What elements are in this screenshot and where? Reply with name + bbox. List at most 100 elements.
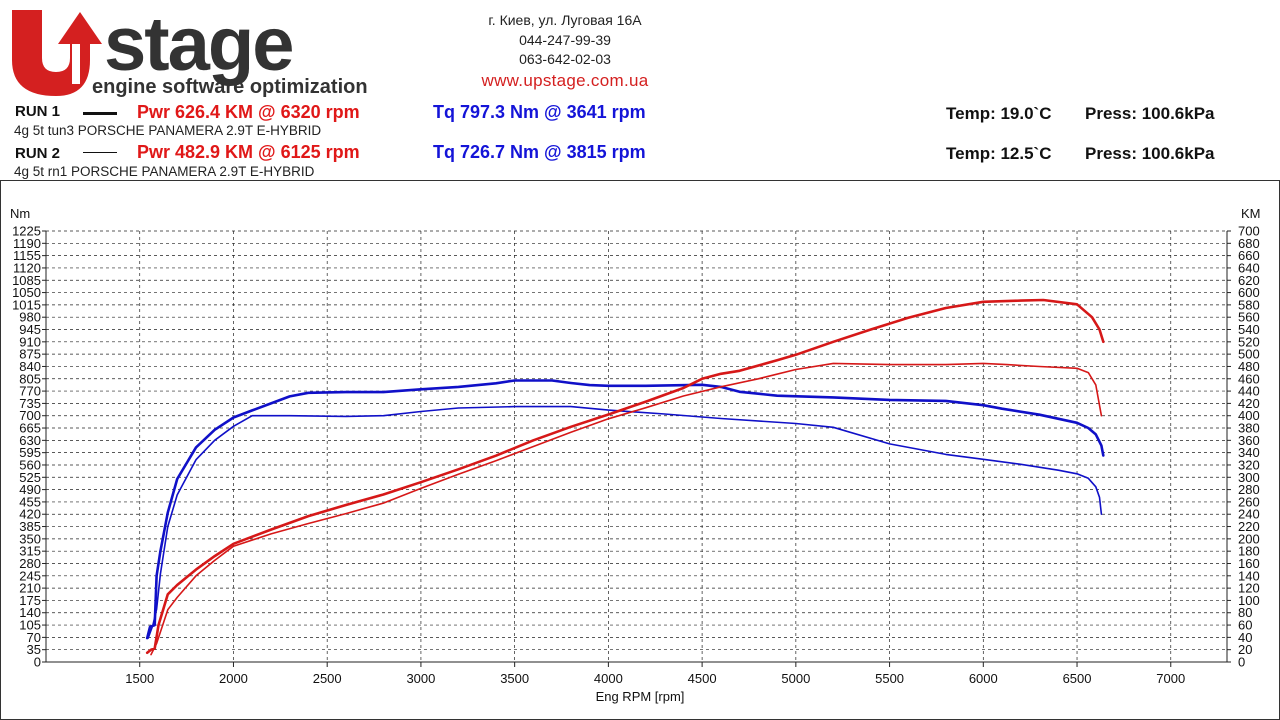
y-left-tick-label: 735 [19, 396, 41, 411]
y-right-tick-label: 580 [1238, 297, 1260, 312]
y-left-tick-label: 35 [27, 642, 41, 657]
run1-line-key [83, 112, 117, 115]
y-left-tick-label: 350 [19, 531, 41, 546]
y-left-tick-label: 490 [19, 482, 41, 497]
logo-wordmark: stage [104, 4, 293, 87]
chart-grid [46, 230, 1227, 662]
y-left-tick-label: 1155 [13, 248, 41, 263]
y-left-tick-label: 1050 [12, 285, 41, 300]
y-right-tick-label: 700 [1238, 224, 1260, 239]
y-left-tick-label: 525 [19, 470, 41, 485]
run2-description: 4g 5t rn1 PORSCHE PANAMERA 2.9T E-HYBRID [14, 164, 315, 179]
y-right-tick-label: 520 [1238, 334, 1260, 349]
y-right-tick-label: 400 [1238, 408, 1260, 423]
website-link[interactable]: www.upstage.com.ua [481, 71, 649, 90]
run1-torque: Tq 797.3 Nm @ 3641 rpm [433, 102, 646, 122]
y-right-tick-label: 320 [1238, 457, 1260, 472]
dyno-chart: 0357010514017521024528031535038542045549… [0, 180, 1280, 720]
run1-label: RUN 1 [15, 103, 61, 120]
run1-temp: Temp: 19.0`C [946, 104, 1052, 123]
y-left-tick-label: 175 [19, 593, 41, 608]
upstage-logo: stage engine software optimization [12, 4, 368, 98]
y-right-tick-label: 100 [1238, 593, 1260, 608]
y-left-tick-label: 245 [19, 568, 41, 583]
y-left-tick-label: 1120 [13, 260, 41, 275]
run-1-power-line [145, 298, 1105, 655]
run2-press: Press: 100.6kPa [1085, 144, 1215, 163]
y-left-tick-label: 210 [19, 581, 41, 596]
y-left-tick-label: 140 [19, 605, 41, 620]
y-right-tick-label: 440 [1238, 384, 1260, 399]
x-tick-label: 2500 [313, 671, 342, 686]
y-right-tick-label: 480 [1238, 359, 1260, 374]
y-left-tick-label: 945 [19, 322, 41, 337]
run2-temp: Temp: 12.5`C [946, 144, 1052, 163]
y-right-tick-label: 0 [1238, 655, 1245, 670]
y-right-tick-label: 380 [1238, 421, 1260, 436]
y-left-tick-label: 770 [19, 384, 41, 399]
y-right-tick-label: 300 [1238, 470, 1260, 485]
y-left-tick-label: 980 [19, 310, 41, 325]
run-1-torque-line [145, 379, 1105, 640]
y-left-tick-label: 630 [19, 433, 41, 448]
y-left-tick-label: 805 [19, 371, 41, 386]
y-right-tick-label: 200 [1238, 531, 1260, 546]
y-left-tick-label: 910 [19, 334, 41, 349]
x-tick-label: 2000 [219, 671, 248, 686]
y-right-tick-label: 340 [1238, 445, 1260, 460]
phone-2: 063-642-02-03 [519, 51, 611, 67]
y-right-tick-label: 60 [1238, 618, 1252, 633]
y-right-tick-label: 120 [1238, 581, 1260, 596]
y-right-tick-label: 20 [1238, 642, 1252, 657]
y-left-tick-label: 1085 [12, 273, 41, 288]
phone-1: 044-247-99-39 [519, 32, 611, 48]
x-tick-label: 5000 [781, 671, 810, 686]
y-left-tick-label: 70 [27, 630, 41, 645]
x-tick-label: 3000 [406, 671, 435, 686]
y-right-tick-label: 220 [1238, 519, 1260, 534]
y-right-tick-label: 640 [1238, 260, 1260, 275]
run2-label: RUN 2 [15, 145, 61, 162]
logo-tagline: engine software optimization [92, 76, 368, 98]
y-left-tick-label: 315 [19, 544, 41, 559]
y-left-tick-label: 0 [34, 655, 41, 670]
chart-axes [45, 231, 1228, 663]
x-tick-label: 4000 [594, 671, 623, 686]
y-right-tick-label: 40 [1238, 630, 1252, 645]
run-2-torque-line [147, 405, 1103, 639]
run2-power: Pwr 482.9 KM @ 6125 rpm [137, 142, 360, 162]
y-right-tick-label: 160 [1238, 556, 1260, 571]
y-right-tick-label: 560 [1238, 310, 1260, 325]
y-right-tick-label: 680 [1238, 236, 1260, 251]
y-left-tick-label: 280 [19, 556, 41, 571]
x-tick-label: 5500 [875, 671, 904, 686]
run2-line-key [83, 152, 117, 153]
y-axis-right-label: KM [1241, 206, 1261, 221]
y-left-tick-label: 105 [19, 618, 41, 633]
y-left-tick-label: 700 [19, 408, 41, 423]
y-right-tick-label: 360 [1238, 433, 1260, 448]
x-axis-label: Eng RPM [rpm] [596, 689, 685, 704]
y-right-tick-label: 660 [1238, 248, 1260, 263]
y-left-tick-label: 385 [19, 519, 41, 534]
y-left-tick-label: 840 [19, 359, 41, 374]
y-left-tick-label: 560 [19, 457, 41, 472]
y-left-tick-label: 1015 [12, 297, 41, 312]
x-tick-label: 1500 [125, 671, 154, 686]
y-right-tick-label: 620 [1238, 273, 1260, 288]
y-right-tick-label: 500 [1238, 347, 1260, 362]
y-right-tick-label: 140 [1238, 568, 1260, 583]
address: г. Киев, ул. Луговая 16А [488, 12, 642, 28]
run-2-power-line [150, 362, 1103, 656]
y-right-tick-label: 420 [1238, 396, 1260, 411]
chart-series [145, 298, 1105, 656]
logo-u-mark [12, 10, 102, 96]
y-left-tick-label: 455 [19, 494, 41, 509]
chart-frame [0, 180, 1280, 720]
y-axis-left-label: Nm [10, 206, 30, 221]
x-tick-label: 7000 [1156, 671, 1185, 686]
y-left-tick-label: 665 [19, 421, 41, 436]
run1-press: Press: 100.6kPa [1085, 104, 1215, 123]
y-right-tick-label: 280 [1238, 482, 1260, 497]
y-right-tick-label: 600 [1238, 285, 1260, 300]
